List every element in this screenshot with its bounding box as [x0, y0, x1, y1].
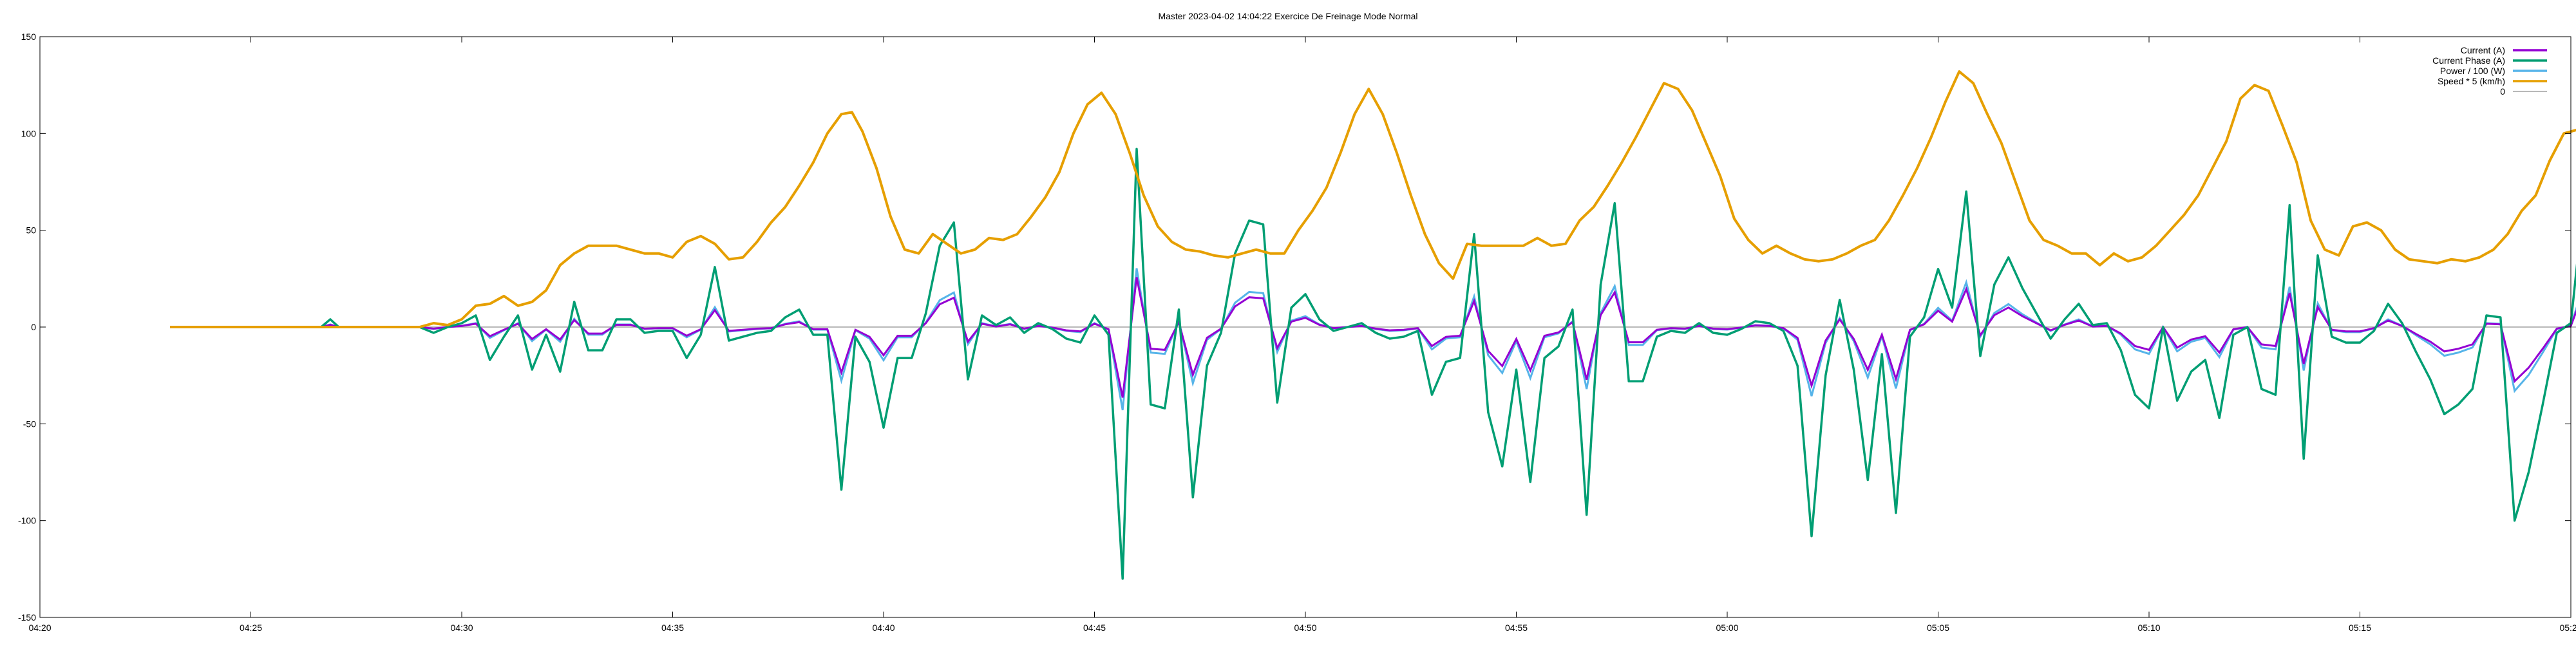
- x-tick-label: 04:20: [28, 623, 51, 633]
- series-current-phase-line: [170, 147, 2576, 580]
- y-tick-label: -150: [18, 612, 36, 623]
- series-current-line: [170, 277, 2576, 398]
- x-tick-label: 05:00: [1716, 623, 1738, 633]
- x-tick-label: 04:35: [661, 623, 684, 633]
- x-tick-label: 04:25: [240, 623, 262, 633]
- legend-label: Speed * 5 (km/h): [2438, 76, 2505, 86]
- plot-area: [169, 70, 2576, 580]
- legend-label: Current (A): [2461, 45, 2505, 55]
- x-tick-label: 05:10: [2137, 623, 2160, 633]
- x-tick-label: 05:05: [1927, 623, 1949, 633]
- y-tick-label: -50: [23, 418, 36, 429]
- legend: Current (A)Current Phase (A)Power / 100 …: [2432, 45, 2547, 97]
- y-tick-label: 100: [21, 128, 37, 138]
- x-tick-label: 05:15: [2349, 623, 2371, 633]
- legend-label: Current Phase (A): [2432, 55, 2505, 66]
- y-tick-label: -100: [18, 516, 36, 526]
- legend-label: 0: [2500, 86, 2505, 97]
- y-tick-label: 150: [21, 32, 37, 42]
- x-tick-label: 04:45: [1083, 623, 1106, 633]
- legend-label: Power / 100 (W): [2440, 66, 2505, 76]
- series-power-line: [170, 268, 2576, 411]
- y-tick-label: 0: [31, 322, 36, 332]
- chart-title: Master 2023-04-02 14:04:22 Exercice De F…: [1158, 11, 1417, 21]
- x-tick-label: 04:40: [872, 623, 895, 633]
- axes: 04:20 04:25 04:30 04:35 04:40 04:45 04:50 04:55…: [18, 32, 2576, 633]
- x-tick-label: 04:50: [1294, 623, 1316, 633]
- y-tick-label: 50: [26, 225, 36, 236]
- x-tick-label: 04:30: [450, 623, 473, 633]
- x-tick-label: 05:20: [2559, 623, 2576, 633]
- x-tick-label: 04:55: [1505, 623, 1528, 633]
- series-speed-line: [170, 70, 2576, 328]
